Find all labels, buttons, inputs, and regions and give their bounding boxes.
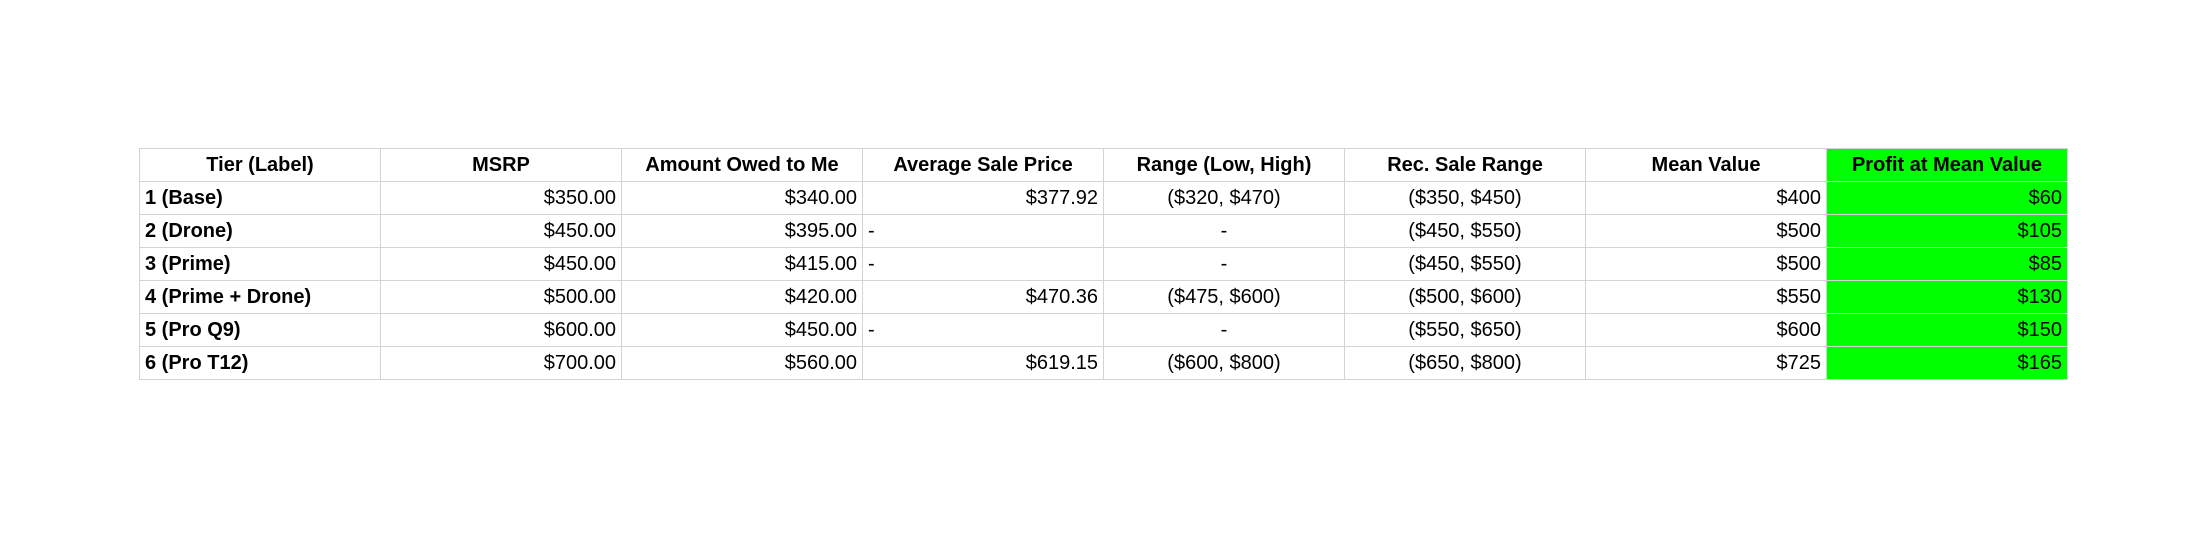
cell-rec-sale-range[interactable]: ($450, $550) bbox=[1344, 214, 1586, 248]
cell-tier[interactable]: 2 (Drone) bbox=[139, 214, 381, 248]
table-row: 6 (Pro T12) $700.00 $560.00 $619.15 ($60… bbox=[139, 346, 2068, 380]
cell-amount-owed[interactable]: $395.00 bbox=[621, 214, 863, 248]
cell-amount-owed[interactable]: $340.00 bbox=[621, 181, 863, 215]
header-amount-owed[interactable]: Amount Owed to Me bbox=[621, 148, 863, 182]
cell-range[interactable]: ($600, $800) bbox=[1103, 346, 1345, 380]
cell-range[interactable]: ($475, $600) bbox=[1103, 280, 1345, 314]
pricing-table: Tier (Label) MSRP Amount Owed to Me Aver… bbox=[139, 148, 2068, 380]
cell-range[interactable]: - bbox=[1103, 247, 1345, 281]
header-mean-value[interactable]: Mean Value bbox=[1585, 148, 1827, 182]
cell-msrp[interactable]: $600.00 bbox=[380, 313, 622, 347]
cell-average-sale-price[interactable]: - bbox=[862, 214, 1104, 248]
cell-amount-owed[interactable]: $450.00 bbox=[621, 313, 863, 347]
cell-tier[interactable]: 3 (Prime) bbox=[139, 247, 381, 281]
table-row: 2 (Drone) $450.00 $395.00 - - ($450, $55… bbox=[139, 214, 2068, 248]
cell-mean-value[interactable]: $725 bbox=[1585, 346, 1827, 380]
cell-rec-sale-range[interactable]: ($650, $800) bbox=[1344, 346, 1586, 380]
header-tier[interactable]: Tier (Label) bbox=[139, 148, 381, 182]
cell-msrp[interactable]: $450.00 bbox=[380, 247, 622, 281]
cell-rec-sale-range[interactable]: ($450, $550) bbox=[1344, 247, 1586, 281]
cell-range[interactable]: ($320, $470) bbox=[1103, 181, 1345, 215]
table-row: 4 (Prime + Drone) $500.00 $420.00 $470.3… bbox=[139, 280, 2068, 314]
cell-mean-value[interactable]: $500 bbox=[1585, 247, 1827, 281]
table-row: 5 (Pro Q9) $600.00 $450.00 - - ($550, $6… bbox=[139, 313, 2068, 347]
cell-mean-value[interactable]: $550 bbox=[1585, 280, 1827, 314]
cell-range[interactable]: - bbox=[1103, 214, 1345, 248]
cell-amount-owed[interactable]: $420.00 bbox=[621, 280, 863, 314]
header-msrp[interactable]: MSRP bbox=[380, 148, 622, 182]
cell-profit[interactable]: $150 bbox=[1826, 313, 2068, 347]
cell-profit[interactable]: $130 bbox=[1826, 280, 2068, 314]
cell-msrp[interactable]: $500.00 bbox=[380, 280, 622, 314]
cell-range[interactable]: - bbox=[1103, 313, 1345, 347]
cell-mean-value[interactable]: $400 bbox=[1585, 181, 1827, 215]
cell-mean-value[interactable]: $500 bbox=[1585, 214, 1827, 248]
cell-rec-sale-range[interactable]: ($500, $600) bbox=[1344, 280, 1586, 314]
cell-tier[interactable]: 5 (Pro Q9) bbox=[139, 313, 381, 347]
cell-average-sale-price[interactable]: - bbox=[862, 313, 1104, 347]
cell-msrp[interactable]: $450.00 bbox=[380, 214, 622, 248]
header-profit[interactable]: Profit at Mean Value bbox=[1826, 148, 2068, 182]
cell-tier[interactable]: 4 (Prime + Drone) bbox=[139, 280, 381, 314]
header-row: Tier (Label) MSRP Amount Owed to Me Aver… bbox=[139, 148, 2068, 182]
cell-average-sale-price[interactable]: - bbox=[862, 247, 1104, 281]
cell-msrp[interactable]: $700.00 bbox=[380, 346, 622, 380]
cell-msrp[interactable]: $350.00 bbox=[380, 181, 622, 215]
cell-profit[interactable]: $60 bbox=[1826, 181, 2068, 215]
cell-profit[interactable]: $105 bbox=[1826, 214, 2068, 248]
header-average-sale-price[interactable]: Average Sale Price bbox=[862, 148, 1104, 182]
cell-tier[interactable]: 1 (Base) bbox=[139, 181, 381, 215]
cell-average-sale-price[interactable]: $470.36 bbox=[862, 280, 1104, 314]
table-row: 3 (Prime) $450.00 $415.00 - - ($450, $55… bbox=[139, 247, 2068, 281]
cell-average-sale-price[interactable]: $377.92 bbox=[862, 181, 1104, 215]
table-row: 1 (Base) $350.00 $340.00 $377.92 ($320, … bbox=[139, 181, 2068, 215]
cell-rec-sale-range[interactable]: ($550, $650) bbox=[1344, 313, 1586, 347]
cell-rec-sale-range[interactable]: ($350, $450) bbox=[1344, 181, 1586, 215]
cell-tier[interactable]: 6 (Pro T12) bbox=[139, 346, 381, 380]
header-range[interactable]: Range (Low, High) bbox=[1103, 148, 1345, 182]
cell-profit[interactable]: $165 bbox=[1826, 346, 2068, 380]
cell-profit[interactable]: $85 bbox=[1826, 247, 2068, 281]
header-rec-sale-range[interactable]: Rec. Sale Range bbox=[1344, 148, 1586, 182]
cell-mean-value[interactable]: $600 bbox=[1585, 313, 1827, 347]
cell-amount-owed[interactable]: $560.00 bbox=[621, 346, 863, 380]
cell-amount-owed[interactable]: $415.00 bbox=[621, 247, 863, 281]
cell-average-sale-price[interactable]: $619.15 bbox=[862, 346, 1104, 380]
